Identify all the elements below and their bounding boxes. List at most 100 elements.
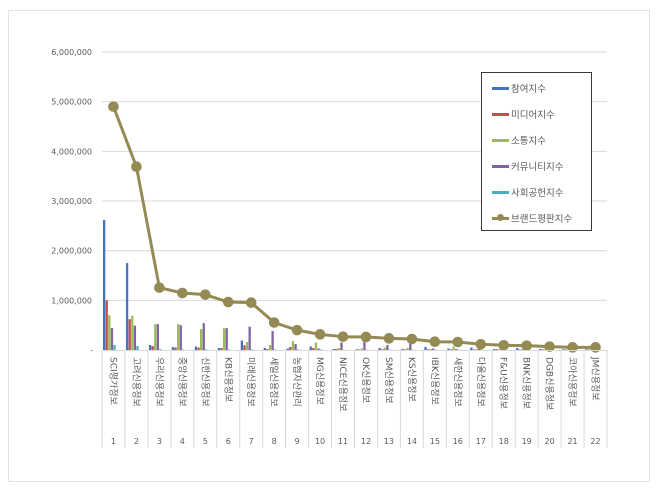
x-rank-label: 16 (453, 437, 463, 446)
bar (564, 349, 567, 351)
bar (243, 345, 246, 350)
bar (319, 349, 323, 351)
x-category-label: SCI평가정보 (107, 357, 118, 405)
x-rank-label: 3 (157, 437, 162, 446)
bar (472, 349, 476, 351)
x-category-label: 세일신용정보 (268, 357, 279, 407)
legend-item-social-contribution: 사회공헌지수 (492, 185, 563, 199)
x-category-label: MG신용정보 (314, 357, 325, 405)
legend-line-dot-icon (492, 214, 509, 221)
bar (194, 346, 198, 350)
bar (401, 349, 404, 350)
bar (154, 324, 157, 350)
bar (309, 346, 312, 350)
bar (337, 348, 341, 350)
bar (251, 349, 254, 351)
bar (263, 348, 266, 350)
legend-swatch-icon (492, 138, 509, 142)
x-category-label: 고려신용정보 (130, 357, 141, 407)
x-rank-label: 11 (338, 437, 348, 446)
bar (271, 331, 274, 350)
bar (113, 345, 116, 350)
x-axis: SCI평가정보 1 고려신용정보 2 우리신용정보 3 중앙신용정보 4 신한신용정보 5 KB신용… (101, 350, 608, 448)
line-marker-dot-icon (383, 333, 395, 344)
x-rank-label: 1 (111, 437, 116, 446)
bar (286, 348, 289, 350)
bar (102, 219, 106, 350)
bar (202, 323, 205, 350)
x-rank-label: 17 (476, 437, 486, 446)
bar (424, 347, 427, 350)
bar (199, 329, 203, 350)
bar (125, 263, 129, 350)
bar (148, 345, 152, 350)
y-tick-label: - (90, 346, 93, 355)
bar (498, 349, 501, 350)
x-category-label: 중앙신용정보 (176, 357, 188, 407)
bar (128, 319, 131, 350)
x-rank-label: 7 (249, 437, 254, 446)
bar (266, 349, 269, 350)
bar (541, 349, 545, 351)
chart-legend: 참여지수 미디어지수 소통지수 커뮤니티지수 사회공헌지수 브랜드평판지수 (481, 72, 592, 231)
bar (197, 347, 200, 350)
y-tick-label: 5,000,000 (51, 98, 92, 107)
bar (381, 349, 384, 350)
brand-reputation-line (112, 106, 596, 349)
legend-label: 사회공헌지수 (511, 188, 564, 199)
bar (521, 349, 524, 350)
bar (585, 349, 588, 350)
legend-swatch-icon (492, 190, 509, 194)
bar (335, 349, 338, 350)
x-rank-label: 5 (203, 437, 208, 446)
y-tick-label: 6,000,000 (51, 48, 92, 57)
line-marker-dot-icon (521, 340, 532, 351)
bar (248, 326, 251, 350)
bar (493, 349, 496, 350)
gridlines (102, 51, 607, 301)
x-category-label: NICE신용정보 (337, 357, 348, 411)
bar (426, 349, 430, 350)
x-category-label: JM신용정보 (590, 356, 601, 401)
x-category-label: DGB신용정보 (544, 357, 555, 410)
bar (291, 341, 295, 350)
x-rank-label: 8 (272, 437, 277, 446)
x-category-label: OK신용정보 (360, 357, 371, 403)
x-category-label: IBK신용정보 (429, 357, 440, 405)
legend-item-media: 미디어지수 (492, 107, 555, 121)
line-marker-dot-icon (154, 282, 165, 293)
x-category-label: 다올신용정보 (475, 357, 486, 407)
bar (455, 349, 458, 350)
bar (151, 346, 154, 350)
bar (475, 349, 478, 350)
line-marker-dot-icon (498, 339, 510, 351)
legend-item-communication: 소통지수 (492, 133, 546, 147)
line-marker-dot-icon (222, 296, 234, 308)
legend-item-brand-reputation: 브랜드평판지수 (492, 211, 572, 225)
line-marker-dot-icon (360, 331, 372, 343)
bar (403, 349, 407, 351)
x-category-label: BNK신용정보 (521, 357, 532, 409)
x-rank-label: 2 (134, 437, 139, 446)
line-marker-dot-icon (291, 324, 303, 336)
bar (495, 349, 499, 350)
line-marker-dot-icon (337, 331, 349, 342)
bar (240, 340, 244, 350)
bar (297, 349, 300, 351)
line-marker-dot-icon (452, 336, 464, 348)
bar (518, 349, 522, 351)
legend-dot-icon (497, 214, 504, 221)
bar (516, 348, 519, 350)
bar (182, 349, 185, 351)
legend-swatch-icon (492, 86, 509, 90)
x-category-label: SM신용정보 (383, 357, 394, 404)
x-rank-label: 14 (407, 437, 417, 446)
x-rank-label: 18 (499, 437, 509, 446)
line-marker-dot-icon (131, 161, 142, 173)
x-category-label: 코아신용정보 (567, 357, 578, 407)
bar (105, 300, 108, 350)
bar (220, 348, 223, 350)
bar (452, 346, 455, 350)
bar (386, 345, 389, 350)
